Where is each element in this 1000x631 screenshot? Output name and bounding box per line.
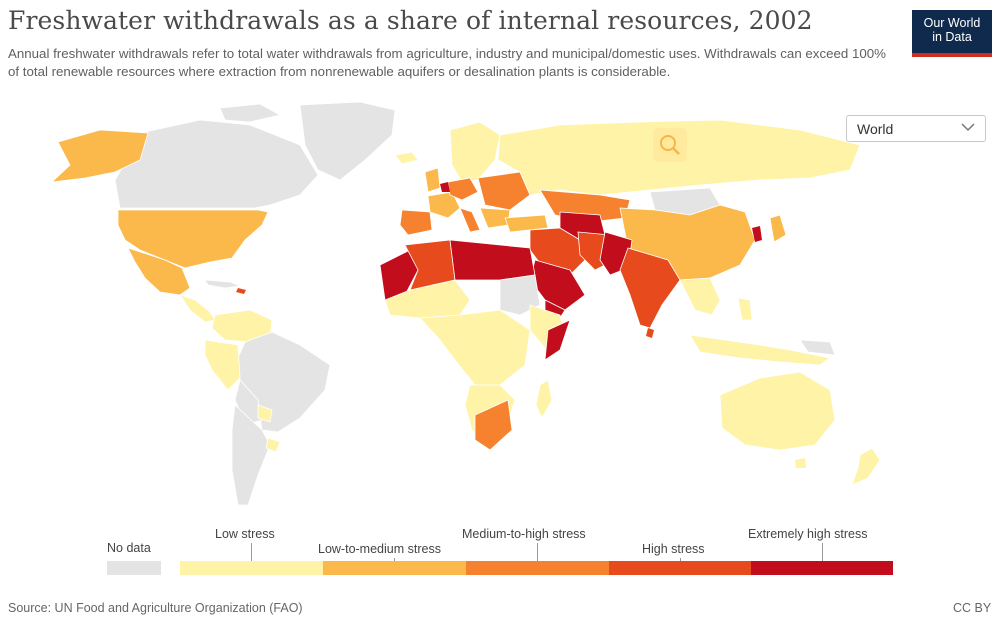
legend-tick xyxy=(680,558,681,561)
country-libya-egypt[interactable] xyxy=(449,239,536,281)
legend-swatch-high[interactable] xyxy=(609,561,751,575)
source-note: Source: UN Food and Agriculture Organiza… xyxy=(8,601,303,615)
country-korea[interactable] xyxy=(752,226,762,242)
country-madagascar[interactable] xyxy=(535,379,553,419)
caribbean-east[interactable] xyxy=(236,288,246,294)
country-turkey[interactable] xyxy=(504,214,549,233)
region-select-value: World xyxy=(857,121,894,137)
legend-swatch-extreme[interactable] xyxy=(751,561,893,575)
legend-tick xyxy=(537,543,538,561)
legend-tick xyxy=(822,543,823,561)
country-benelux-germany[interactable] xyxy=(447,177,479,201)
caribbean[interactable] xyxy=(204,279,242,289)
magnifier-icon[interactable] xyxy=(653,128,687,162)
country-sri-lanka[interactable] xyxy=(646,328,654,338)
arctic-islands[interactable] xyxy=(219,103,282,123)
country-south-africa[interactable] xyxy=(474,399,513,451)
legend-swatch-no-data[interactable] xyxy=(107,561,161,575)
legend-label-high: High stress xyxy=(642,542,705,556)
country-philippines[interactable] xyxy=(737,297,753,321)
country-belgium-red[interactable] xyxy=(440,182,450,192)
logo-line-2: in Data xyxy=(932,30,972,44)
country-uk[interactable] xyxy=(424,167,441,193)
country-central-africa[interactable] xyxy=(419,309,531,386)
chart-subtitle: Annual freshwater withdrawals refer to t… xyxy=(8,46,886,79)
country-scandinavia[interactable] xyxy=(449,121,501,183)
country-indonesia[interactable] xyxy=(689,334,831,366)
chart-title: Freshwater withdrawals as a share of int… xyxy=(8,6,813,35)
legend-tick xyxy=(394,558,395,561)
central-america[interactable] xyxy=(179,294,216,323)
legend-label-low: Low stress xyxy=(215,527,275,541)
owid-logo[interactable]: Our World in Data xyxy=(912,10,992,57)
legend-swatch-medium-high[interactable] xyxy=(466,561,609,575)
country-southeast-asia[interactable] xyxy=(679,277,721,316)
country-sahel-west[interactable] xyxy=(384,279,471,319)
legend-label-no-data: No data xyxy=(107,541,151,555)
legend-label-medium-high: Medium-to-high stress xyxy=(462,527,586,541)
country-new-zealand[interactable] xyxy=(851,447,881,486)
world-map[interactable] xyxy=(0,100,1000,510)
country-morocco-westsahara[interactable] xyxy=(379,249,419,301)
legend-tick xyxy=(251,543,252,561)
legend-label-extreme: Extremely high stress xyxy=(748,527,868,541)
legend-label-low-medium: Low-to-medium stress xyxy=(318,542,441,556)
country-argentina-chile[interactable] xyxy=(231,404,271,506)
chevron-down-icon xyxy=(961,123,975,132)
country-australia[interactable] xyxy=(719,371,836,451)
country-png[interactable] xyxy=(799,339,836,356)
legend-swatch-low-medium[interactable] xyxy=(323,561,466,575)
country-uruguay[interactable] xyxy=(265,437,281,453)
country-france[interactable] xyxy=(427,191,461,219)
legend-swatch-low[interactable] xyxy=(180,561,323,575)
country-usa[interactable] xyxy=(117,209,269,269)
country-iceland[interactable] xyxy=(394,151,419,165)
country-paraguay-small[interactable] xyxy=(257,404,273,423)
country-peru-ecuador[interactable] xyxy=(204,339,241,391)
country-canada[interactable] xyxy=(114,119,319,209)
country-italy[interactable] xyxy=(459,207,481,233)
country-usa-alaska[interactable] xyxy=(50,129,149,183)
country-somalia[interactable] xyxy=(544,319,571,361)
country-eastern-europe[interactable] xyxy=(477,171,531,211)
region-select[interactable]: World xyxy=(846,115,986,142)
license-link[interactable]: CC BY xyxy=(953,601,992,615)
country-japan[interactable] xyxy=(769,214,787,243)
country-india[interactable] xyxy=(619,247,681,329)
country-greenland[interactable] xyxy=(299,101,396,181)
country-iberia[interactable] xyxy=(399,209,433,236)
country-tasmania[interactable] xyxy=(795,458,806,468)
logo-line-1: Our World xyxy=(923,16,981,30)
